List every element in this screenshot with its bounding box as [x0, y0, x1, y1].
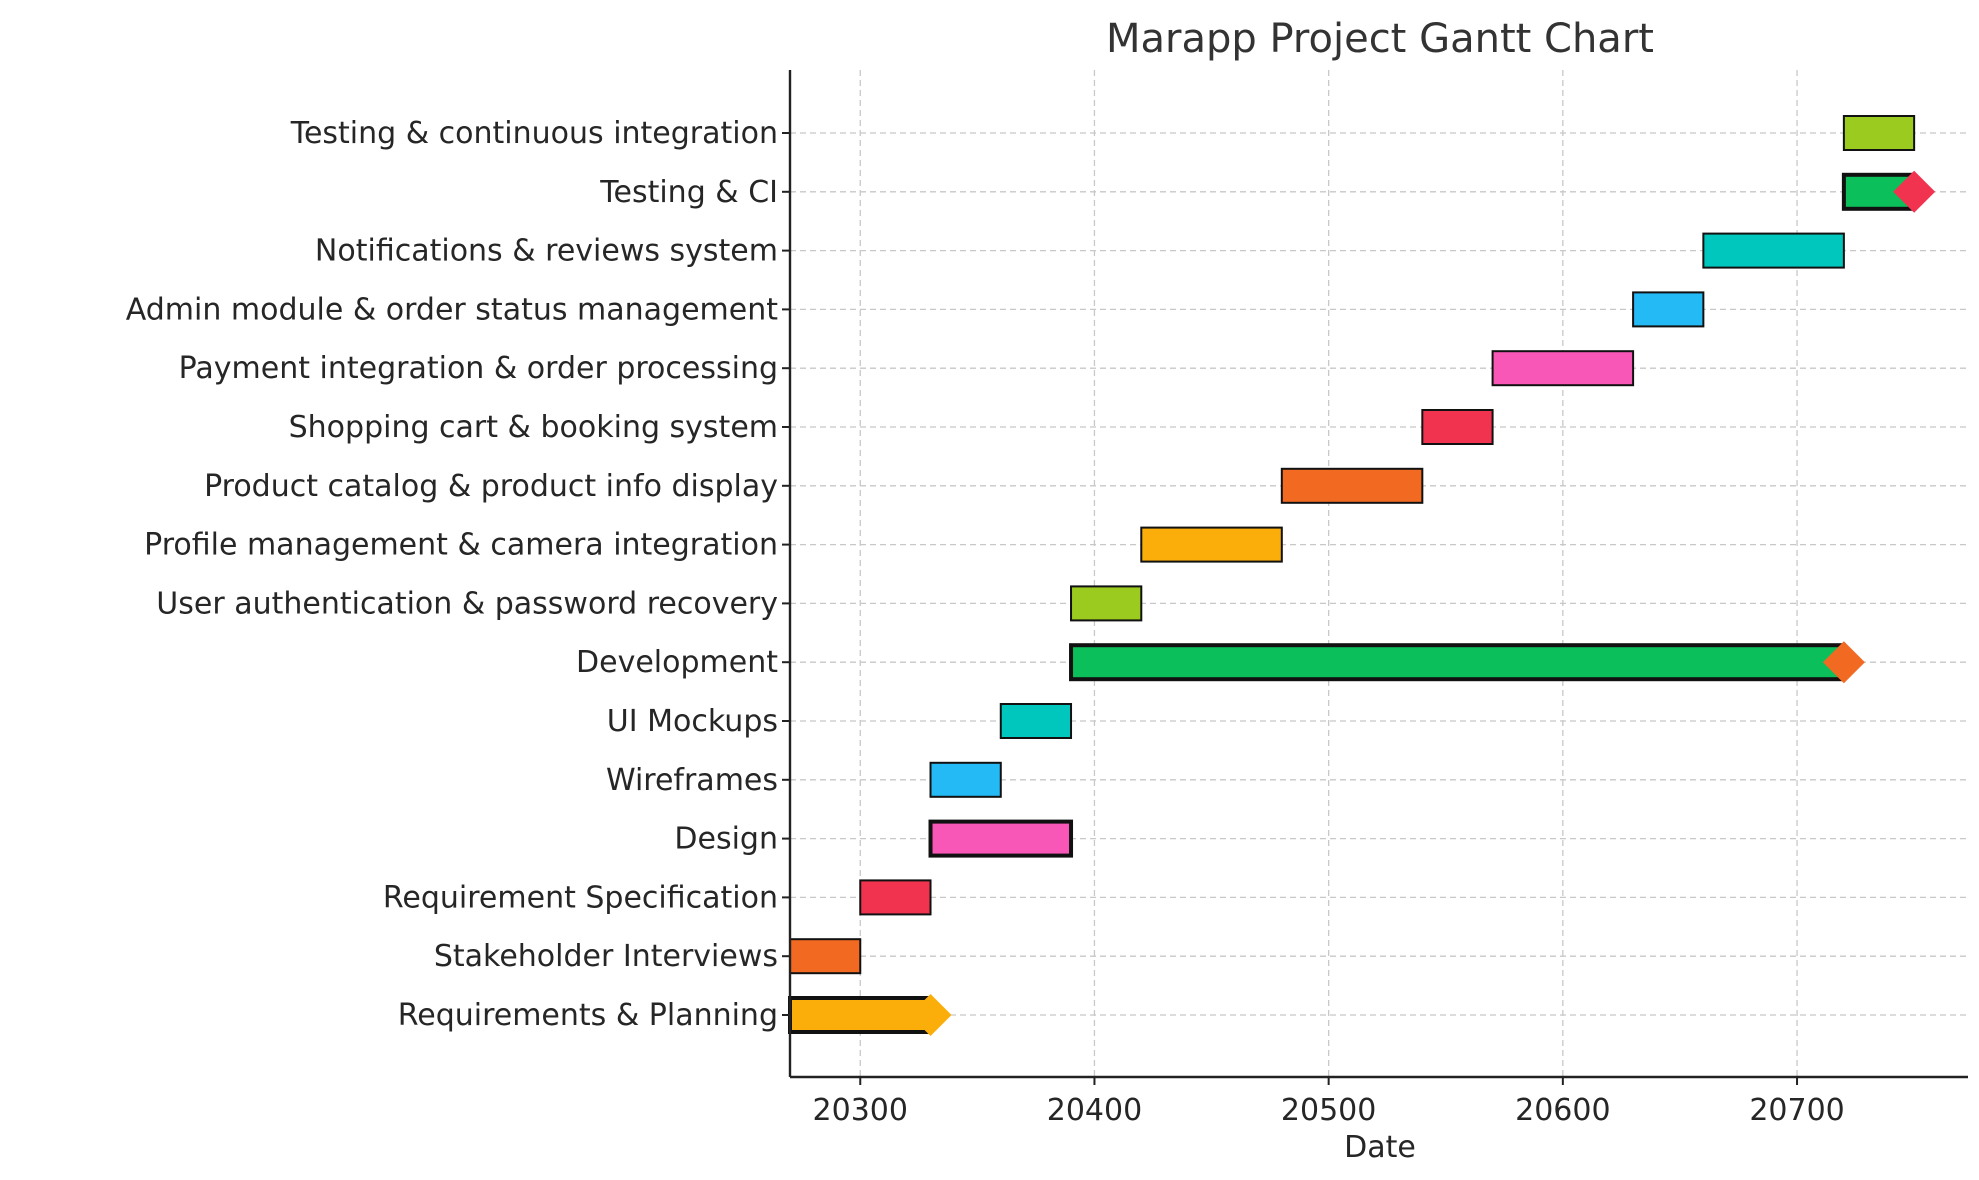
- task-label: Testing & CI: [599, 175, 778, 210]
- task-bar: [999, 703, 1073, 739]
- task-label: Requirement Specification: [383, 880, 778, 915]
- task-bar: [1632, 291, 1705, 328]
- task-label: Development: [576, 645, 778, 680]
- milestone-marker: [1893, 170, 1936, 213]
- x-tick-label: 20700: [1749, 1093, 1844, 1128]
- y-axis-labels: Requirements & Planning Stakeholder Inter…: [126, 116, 778, 1033]
- task-label: User authentication & password recovery: [156, 586, 778, 621]
- x-tick-label: 20500: [1281, 1093, 1376, 1128]
- grid-layer: [790, 70, 1968, 1077]
- summary-bar: [788, 996, 933, 1034]
- task-bar: [1280, 467, 1424, 504]
- task-label: Wireframes: [606, 763, 778, 798]
- task-bar: [1842, 115, 1916, 151]
- summary-bar: [928, 819, 1074, 858]
- task-label: UI Mockups: [607, 704, 778, 739]
- task-label: Product catalog & product info display: [204, 469, 778, 504]
- task-label: Notifications & reviews system: [315, 234, 778, 269]
- chart-title: Marapp Project Gantt Chart: [1106, 16, 1654, 62]
- task-label: Stakeholder Interviews: [434, 939, 778, 974]
- task-bar: [929, 761, 1002, 798]
- task-bar: [1702, 232, 1845, 269]
- bar-layer: [788, 115, 1936, 1036]
- task-label: Shopping cart & booking system: [289, 410, 778, 445]
- summary-bar: [1069, 643, 1846, 682]
- task-label: Payment integration & order processing: [179, 351, 778, 386]
- x-tick-label: 20400: [1047, 1093, 1142, 1128]
- task-label: Admin module & order status management: [126, 292, 778, 327]
- task-bar: [1421, 409, 1494, 445]
- task-bar: [1140, 526, 1283, 563]
- task-bar: [789, 938, 862, 975]
- x-tick-label: 20600: [1515, 1093, 1610, 1128]
- task-label: Testing & continuous integration: [290, 116, 778, 151]
- task-bar: [859, 879, 932, 916]
- task-label: Profile management & camera integration: [144, 528, 778, 563]
- x-axis-label: Date: [1344, 1130, 1416, 1165]
- task-label: Design: [674, 822, 778, 857]
- task-label: Requirements & Planning: [398, 998, 778, 1033]
- x-axis-ticks: 20300 20400 20500 20600 20700: [782, 132, 1845, 1128]
- x-tick-label: 20300: [813, 1093, 908, 1128]
- milestone-marker: [1822, 641, 1865, 684]
- milestone-marker: [909, 994, 952, 1036]
- task-bar: [1070, 585, 1143, 622]
- task-bar: [1491, 350, 1635, 387]
